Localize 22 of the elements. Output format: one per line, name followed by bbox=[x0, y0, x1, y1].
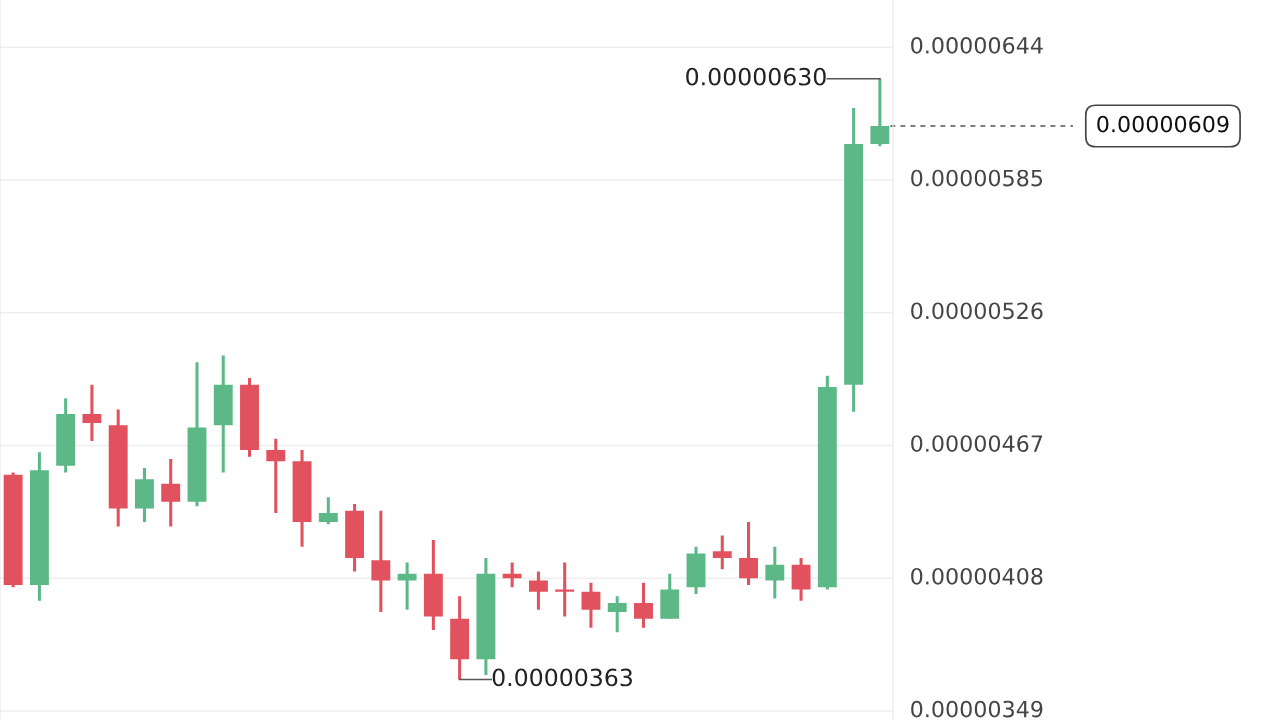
y-tick-label: 0.00000467 bbox=[911, 435, 1043, 452]
candlestick bbox=[318, 497, 338, 525]
ref-line-label: 0.00000609 bbox=[1097, 115, 1229, 133]
candlestick bbox=[712, 535, 732, 570]
y-tick-label: 0.00000585 bbox=[911, 169, 1043, 187]
candlestick bbox=[765, 546, 785, 599]
candlestick bbox=[371, 510, 391, 612]
annotation: 0.00000363 bbox=[492, 668, 632, 687]
candlestick bbox=[266, 438, 286, 513]
annotation: 0.00000630 bbox=[686, 67, 826, 86]
y-tick-label: 0.00000644 bbox=[911, 36, 1043, 54]
candlestick bbox=[870, 78, 890, 147]
y-tick-label: 0.00000526 bbox=[911, 302, 1043, 320]
candlestick bbox=[739, 522, 758, 585]
candlestick bbox=[528, 571, 548, 610]
candlestick bbox=[82, 384, 102, 441]
candlestick bbox=[607, 596, 627, 633]
candlestick bbox=[161, 459, 181, 527]
y-tick-label: 0.00000408 bbox=[911, 567, 1043, 585]
candlestick bbox=[581, 582, 601, 628]
y-tick-label: 0.00000349 bbox=[911, 700, 1043, 718]
candlestick bbox=[634, 582, 653, 628]
